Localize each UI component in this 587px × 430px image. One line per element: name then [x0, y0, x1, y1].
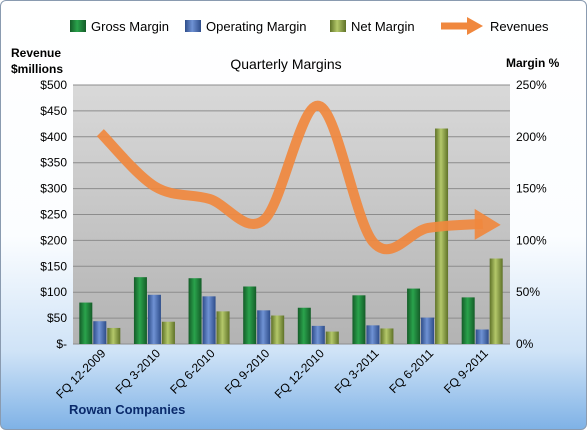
revenue-arrowhead	[474, 208, 501, 240]
left-tick-label: $350	[40, 156, 67, 170]
legend-label-net-margin: Net Margin	[351, 19, 415, 34]
right-axis-title: Margin %	[506, 56, 560, 70]
bar-net-margin	[107, 327, 121, 344]
bars	[79, 128, 503, 344]
bar-gross-margin	[188, 278, 202, 344]
bar-gross-margin	[297, 307, 311, 344]
x-tick-label: FQ 9-2011	[441, 346, 491, 396]
chart-title: Quarterly Margins	[230, 56, 341, 72]
bar-gross-margin	[79, 302, 93, 344]
revenue-line	[96, 100, 501, 255]
legend-label-operating-margin: Operating Margin	[206, 19, 306, 34]
bar-operating-margin	[475, 329, 489, 344]
bar-operating-margin	[366, 325, 380, 344]
bar-net-margin	[380, 328, 394, 344]
bar-operating-margin	[421, 317, 435, 344]
left-tick-label: $300	[40, 182, 67, 196]
right-tick-label: 200%	[516, 130, 547, 144]
bar-net-margin	[325, 331, 339, 344]
right-tick-label: 50%	[516, 285, 540, 299]
right-tick-label: 250%	[516, 78, 547, 92]
bar-operating-margin	[202, 296, 216, 344]
bar-net-margin	[489, 258, 503, 344]
x-tick-label: FQ 9-2010	[222, 346, 273, 397]
right-tick-label: 0%	[516, 337, 534, 351]
left-tick-label: $400	[40, 130, 67, 144]
legend-label-gross-margin: Gross Margin	[91, 19, 169, 34]
legend-swatch-operating-margin	[185, 20, 201, 32]
left-tick-label: $500	[40, 78, 67, 92]
legend-label-revenues: Revenues	[490, 19, 549, 34]
bar-net-margin	[435, 128, 449, 344]
right-tick-label: 100%	[516, 233, 547, 247]
right-axis-ticks: 0% 50% 100% 150% 200% 250%	[516, 78, 547, 351]
x-tick-label: FQ 3-2011	[332, 346, 382, 396]
x-tick-label: FQ 12-2009	[53, 346, 108, 401]
left-tick-label: $250	[40, 208, 67, 222]
bar-net-margin	[216, 311, 230, 344]
left-tick-label: $100	[40, 285, 67, 299]
legend: Gross Margin Operating Margin Net Margin…	[70, 17, 549, 35]
bar-operating-margin	[257, 310, 271, 344]
legend-swatch-revenues	[441, 17, 483, 35]
left-axis-title-line1: Revenue	[11, 46, 61, 60]
bar-operating-margin	[93, 321, 107, 344]
x-tick-label: FQ 6-2010	[167, 346, 218, 397]
left-tick-label: $150	[40, 259, 67, 273]
x-tick-label: FQ 12-2010	[272, 346, 327, 401]
bar-gross-margin	[352, 295, 366, 344]
bar-operating-margin	[147, 294, 161, 344]
bar-gross-margin	[133, 277, 147, 344]
left-tick-label: $450	[40, 104, 67, 118]
revenue-series-line	[96, 100, 484, 255]
left-axis-title-line2: $millions	[11, 62, 63, 76]
legend-swatch-net-margin	[330, 20, 346, 32]
bar-net-margin	[271, 315, 285, 344]
x-tick-label: FQ 6-2011	[386, 346, 436, 396]
left-tick-label: $50	[47, 311, 67, 325]
left-axis-ticks: $- $50 $100 $150 $200 $250 $300 $350 $400 $450 $50…	[40, 78, 67, 351]
x-axis-ticks: FQ 12-2009 FQ 3-2010 FQ 6-2010 FQ 9-2010 FQ …	[53, 346, 491, 401]
company-name: Rowan Companies	[69, 402, 185, 417]
bar-gross-margin	[407, 288, 421, 344]
left-tick-label: $200	[40, 233, 67, 247]
legend-swatch-gross-margin	[70, 20, 86, 32]
x-tick-label: FQ 3-2010	[113, 346, 164, 397]
bar-gross-margin	[461, 297, 475, 344]
left-tick-label: $-	[56, 337, 67, 351]
bar-operating-margin	[311, 325, 325, 344]
bar-net-margin	[161, 321, 175, 344]
right-tick-label: 150%	[516, 182, 547, 196]
bar-gross-margin	[243, 286, 257, 344]
